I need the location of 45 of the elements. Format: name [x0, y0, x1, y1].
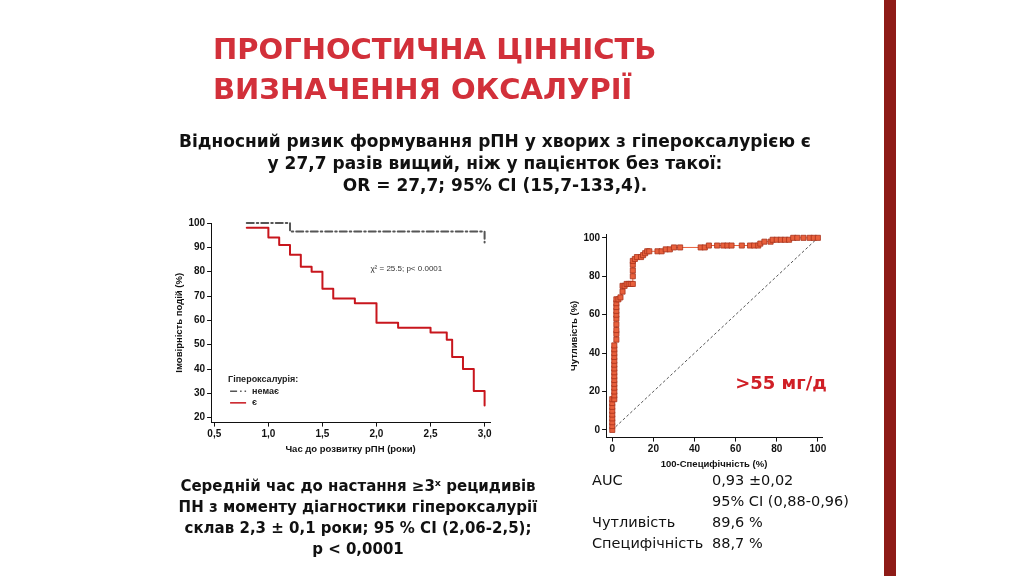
x-tick-label: 1,0: [261, 428, 276, 440]
x-axis-title: 100-Специфічність (%): [660, 457, 768, 469]
y-tick-label: 60: [193, 314, 206, 326]
y-axis-title: Імовірність подій (%): [173, 272, 185, 373]
x-tick-label: 60: [730, 443, 742, 455]
legend-label: є: [252, 397, 258, 408]
x-tick-label: 80: [771, 443, 783, 455]
legend-title: Гіпероксалурія:: [228, 374, 299, 385]
y-tick-label: 80: [588, 270, 601, 282]
y-tick-label: 100: [583, 231, 601, 243]
x-tick-label: 0: [609, 443, 616, 455]
y-tick-label: 50: [193, 338, 206, 350]
text: 89,6 %: [712, 513, 763, 531]
y-tick-label: 20: [193, 411, 206, 423]
text: Середній час до настання ≥3ˣ рецидивів ПН з моменту діагностики гіпероксалурії склав 2,3 ± 0,1 роки; 95 % CI (2,06-2,5); p < 0,0001: [178, 476, 538, 560]
y-tick-label: 80: [193, 265, 206, 277]
text: 88,7 %: [712, 534, 763, 552]
x-tick-label: 100: [809, 443, 827, 455]
x-tick-label: 20: [647, 443, 660, 455]
text: 0,93 ±0,02: [712, 471, 794, 489]
x-tick-label: 1,5: [315, 428, 330, 440]
x-tick-label: 3,0: [477, 428, 492, 440]
y-tick-label: 20: [588, 385, 601, 397]
x-tick-label: 2,5: [423, 428, 438, 440]
x-tick-label: 2,0: [369, 428, 384, 440]
x-tick-label: 0,5: [207, 428, 222, 440]
annotation: >55 мг/д: [735, 372, 827, 394]
text: 95% CI (0,88-0,96): [712, 492, 849, 510]
annotation: χ² = 25.5; p< 0.0001: [370, 264, 443, 274]
y-tick-label: 30: [193, 387, 206, 399]
y-tick-label: 60: [588, 308, 601, 320]
y-axis-title: Чутливість (%): [568, 300, 580, 371]
y-tick-label: 40: [193, 362, 206, 374]
y-tick-label: 90: [193, 241, 206, 253]
chart-subtitle: Відносний ризик формування рПН у хворих з гіпероксалурією є у 27,7 разів вищий, ніж у пацієнток без такої: OR = 27,7; 95% CI (15,7-133,4).: [178, 130, 812, 196]
text: Чутливість: [592, 513, 676, 531]
y-tick-label: 70: [193, 289, 206, 301]
x-axis-title: Час до розвитку рПН (роки): [285, 442, 416, 454]
y-tick-label: 100: [188, 216, 206, 228]
x-tick-label: 40: [688, 443, 701, 455]
legend-label: немає: [252, 385, 279, 396]
text: AUC: [592, 471, 623, 489]
text: Специфічність: [592, 534, 704, 552]
chart-title: ПРОГНОСТИЧНА ЦІННІСТЬ ВИЗНАЧЕННЯ ОКСАЛУРІЇ: [213, 31, 657, 108]
y-tick-label: 40: [588, 346, 601, 358]
